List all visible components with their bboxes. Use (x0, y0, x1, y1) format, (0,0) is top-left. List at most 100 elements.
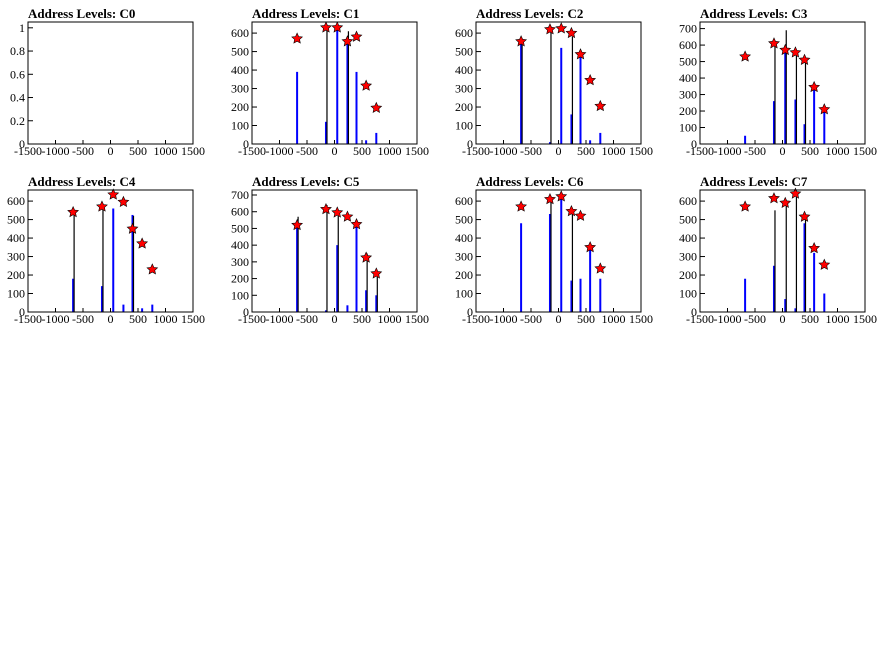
y-tick-label: 0 (243, 137, 249, 151)
y-tick-label: 0.8 (10, 44, 25, 58)
y-tick-label: 100 (231, 119, 249, 133)
panel-title: Address Levels: C3 (700, 6, 808, 21)
level-marker (146, 263, 159, 275)
x-tick-label: 0 (556, 312, 562, 326)
level-marker (544, 23, 556, 35)
level-marker (594, 99, 607, 112)
y-tick-label: 400 (679, 71, 697, 85)
y-tick-label: 0.2 (10, 114, 25, 128)
panel-title: Address Levels: C7 (700, 174, 808, 189)
level-marker (544, 193, 556, 205)
y-tick-label: 400 (7, 231, 25, 245)
y-tick-label: 700 (231, 188, 249, 202)
level-marker (565, 26, 578, 39)
y-tick-label: 200 (679, 104, 697, 118)
x-tick-label: -1000 (490, 312, 518, 326)
y-tick-label: 0 (19, 305, 25, 319)
y-tick-label: 0 (243, 305, 249, 319)
panel-title: Address Levels: C6 (476, 174, 584, 189)
y-tick-label: 600 (679, 194, 697, 208)
y-tick-label: 300 (679, 250, 697, 264)
y-tick-label: 400 (455, 63, 473, 77)
y-tick-label: 100 (455, 119, 473, 133)
x-tick-label: 1500 (853, 144, 877, 158)
x-tick-label: -500 (520, 144, 542, 158)
x-tick-label: 1500 (181, 312, 205, 326)
level-marker (360, 251, 373, 263)
level-marker (584, 241, 597, 253)
level-marker (107, 188, 120, 200)
level-marker (331, 21, 344, 33)
x-tick-label: 1000 (826, 144, 850, 158)
panel-C5: Address Levels: C5 0 100 200 300 400 500 600 700… (231, 174, 429, 326)
x-tick-label: 1000 (154, 144, 178, 158)
level-marker (331, 206, 344, 218)
x-tick-label: 1500 (181, 144, 205, 158)
y-tick-label: 500 (7, 213, 25, 227)
x-tick-label: 1000 (154, 312, 178, 326)
x-tick-label: -500 (744, 144, 766, 158)
y-tick-label: 200 (455, 268, 473, 282)
y-tick-label: 200 (7, 268, 25, 282)
x-tick-label: -1000 (42, 144, 70, 158)
level-marker (768, 37, 780, 49)
y-tick-label: 300 (231, 255, 249, 269)
x-tick-label: 500 (577, 144, 595, 158)
plot-frame (699, 21, 866, 145)
y-tick-label: 100 (679, 121, 697, 135)
level-marker (584, 73, 597, 86)
level-marker (594, 262, 607, 274)
y-tick-label: 400 (231, 238, 249, 252)
x-tick-label: 1500 (405, 312, 429, 326)
x-tick-label: 0 (556, 144, 562, 158)
panel-C3: Address Levels: C3 0 100 200 300 400 500 600 700… (679, 6, 877, 158)
x-tick-label: 500 (129, 144, 147, 158)
plot-frame (27, 21, 194, 145)
y-tick-label: 0.6 (10, 67, 25, 81)
x-tick-label: -1500 (686, 312, 714, 326)
plot-frame (251, 189, 418, 313)
x-tick-label: -1500 (14, 144, 42, 158)
level-marker (67, 205, 80, 218)
x-tick-label: 1500 (405, 144, 429, 158)
level-marker (370, 101, 383, 113)
y-tick-label: 400 (679, 231, 697, 245)
x-tick-label: -500 (296, 312, 318, 326)
panel-C4: Address Levels: C4 0 100 200 300 400 500 600 -15… (7, 174, 205, 326)
panel-title: Address Levels: C5 (252, 174, 360, 189)
x-tick-label: 1000 (826, 312, 850, 326)
y-tick-label: 100 (455, 287, 473, 301)
x-tick-label: 0 (332, 312, 338, 326)
level-marker (320, 202, 332, 215)
level-marker (789, 187, 802, 199)
y-tick-label: 500 (679, 55, 697, 69)
x-tick-label: -1000 (714, 312, 742, 326)
y-tick-label: 600 (7, 194, 25, 208)
x-tick-label: -500 (72, 144, 94, 158)
x-tick-label: 1500 (629, 312, 653, 326)
x-tick-label: 1000 (602, 144, 626, 158)
level-marker (739, 50, 752, 62)
x-tick-label: 500 (353, 312, 371, 326)
x-tick-label: 0 (332, 144, 338, 158)
y-tick-label: 400 (231, 63, 249, 77)
level-marker (555, 22, 568, 34)
y-tick-label: 500 (231, 45, 249, 59)
level-marker (291, 32, 304, 44)
y-tick-label: 0 (467, 137, 473, 151)
plot-frame (251, 21, 418, 145)
y-tick-label: 0 (467, 305, 473, 319)
y-tick-label: 600 (231, 26, 249, 40)
y-tick-label: 200 (679, 268, 697, 282)
level-marker (574, 48, 587, 60)
level-marker (798, 210, 811, 222)
x-tick-label: -1000 (42, 312, 70, 326)
x-tick-label: -500 (520, 312, 542, 326)
x-tick-label: -1000 (714, 144, 742, 158)
x-tick-label: -1000 (266, 312, 294, 326)
level-marker (320, 21, 332, 33)
x-tick-label: -1000 (266, 144, 294, 158)
level-marker (360, 79, 373, 91)
level-marker (291, 218, 304, 231)
